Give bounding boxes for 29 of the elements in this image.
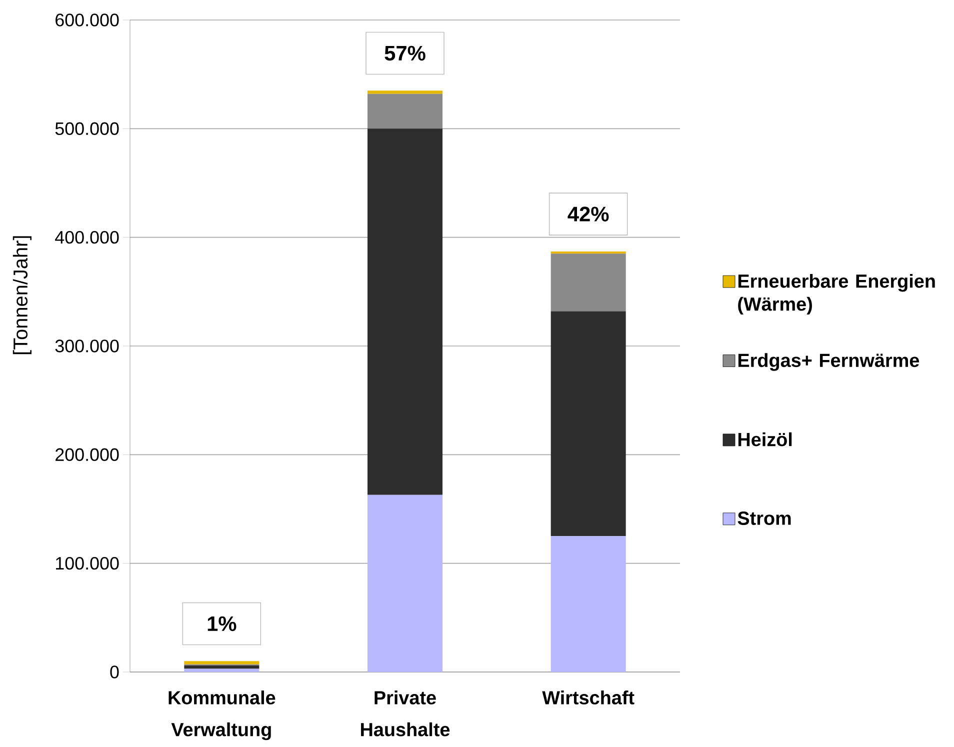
y-tick-label: 200.000	[56, 448, 119, 462]
legend-label: Erdgas+ Fernwärme	[738, 353, 920, 371]
bar	[368, 94, 443, 129]
bar	[550, 311, 626, 536]
x-tick-label: Kommunale Verwaltung	[168, 690, 276, 740]
y-tick-label: 400.000	[55, 230, 119, 244]
y-tick-label: 500.000	[55, 122, 119, 136]
y-tick-label: 0	[110, 666, 119, 678]
bar	[184, 665, 260, 669]
bar	[550, 536, 626, 672]
annotation: 42%	[568, 206, 609, 222]
bar	[550, 254, 626, 312]
bar	[550, 251, 626, 254]
legend-label: Erneuerbare Energien (Wärme)	[738, 274, 935, 315]
y-tick-label: 100.000	[56, 556, 119, 570]
legend-label: Strom	[738, 512, 791, 525]
annotation: 1%	[208, 616, 236, 632]
legend-label: Heizöl	[738, 432, 792, 446]
y-tick-label: 300.000	[55, 340, 119, 352]
bar	[184, 661, 260, 664]
y-axis-title: [Tonnen/Jahr]	[12, 236, 32, 354]
bar	[368, 494, 443, 672]
annotation: 57%	[384, 46, 426, 61]
bar	[368, 128, 443, 495]
y-tick-label: 600.000	[56, 14, 119, 26]
bar	[184, 668, 260, 672]
x-tick-label: Private Haushalte	[361, 690, 450, 736]
x-tick-label: Wirtschaft	[542, 690, 634, 704]
bar	[368, 90, 443, 94]
